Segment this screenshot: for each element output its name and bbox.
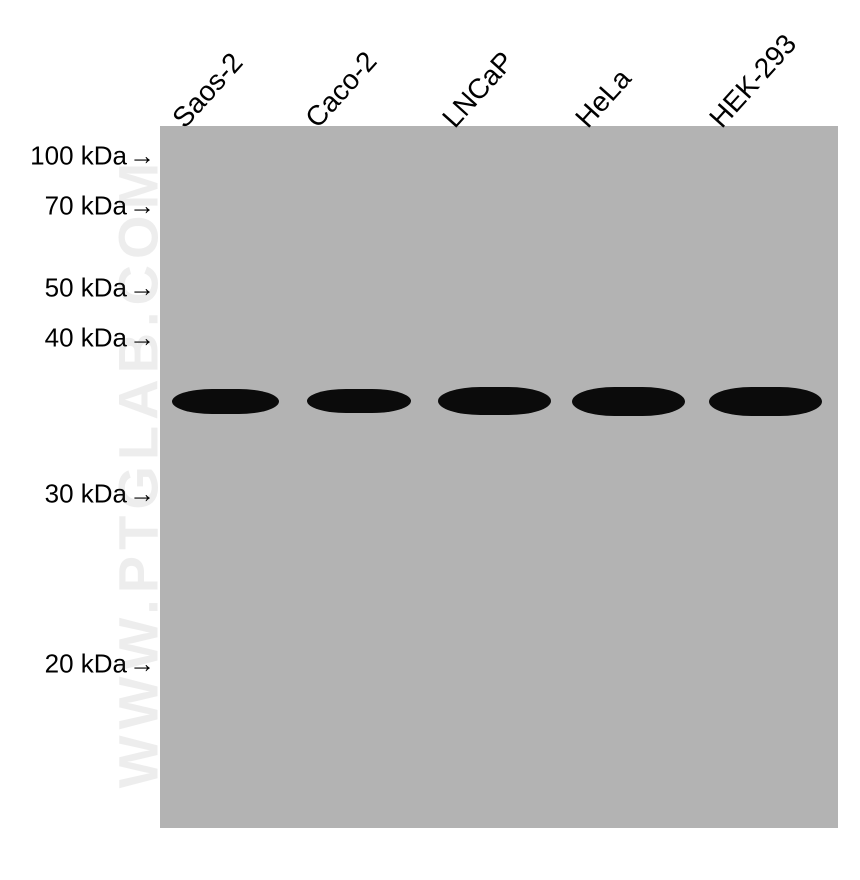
band-lane-4 bbox=[709, 387, 822, 416]
mw-marker-label: 50 kDa→ bbox=[0, 273, 155, 304]
mw-marker-text: 50 kDa bbox=[45, 273, 127, 303]
mw-marker-text: 40 kDa bbox=[45, 323, 127, 353]
band-lane-0 bbox=[172, 389, 279, 414]
mw-marker-label: 20 kDa→ bbox=[0, 649, 155, 680]
figure-container: Saos-2Caco-2LNCaPHeLaHEK-293 100 kDa→70 … bbox=[0, 0, 860, 880]
blot-membrane bbox=[160, 126, 838, 828]
arrow-right-icon: → bbox=[129, 191, 155, 221]
mw-marker-label: 30 kDa→ bbox=[0, 479, 155, 510]
arrow-right-icon: → bbox=[129, 141, 155, 171]
arrow-right-icon: → bbox=[129, 323, 155, 353]
lane-label: HEK-293 bbox=[703, 28, 803, 134]
mw-marker-text: 20 kDa bbox=[45, 649, 127, 679]
mw-marker-text: 70 kDa bbox=[45, 191, 127, 221]
band-lane-2 bbox=[438, 387, 551, 415]
arrow-right-icon: → bbox=[129, 649, 155, 679]
lane-label: HeLa bbox=[569, 63, 638, 134]
band-lane-3 bbox=[572, 387, 685, 416]
arrow-right-icon: → bbox=[129, 479, 155, 509]
lane-label: Saos-2 bbox=[166, 47, 249, 134]
lane-label: LNCaP bbox=[436, 46, 520, 134]
arrow-right-icon: → bbox=[129, 273, 155, 303]
mw-marker-text: 30 kDa bbox=[45, 479, 127, 509]
mw-marker-label: 40 kDa→ bbox=[0, 323, 155, 354]
lane-label: Caco-2 bbox=[299, 46, 383, 134]
band-lane-1 bbox=[307, 389, 411, 413]
mw-marker-text: 100 kDa bbox=[30, 141, 127, 171]
mw-marker-label: 70 kDa→ bbox=[0, 191, 155, 222]
mw-marker-label: 100 kDa→ bbox=[0, 141, 155, 172]
